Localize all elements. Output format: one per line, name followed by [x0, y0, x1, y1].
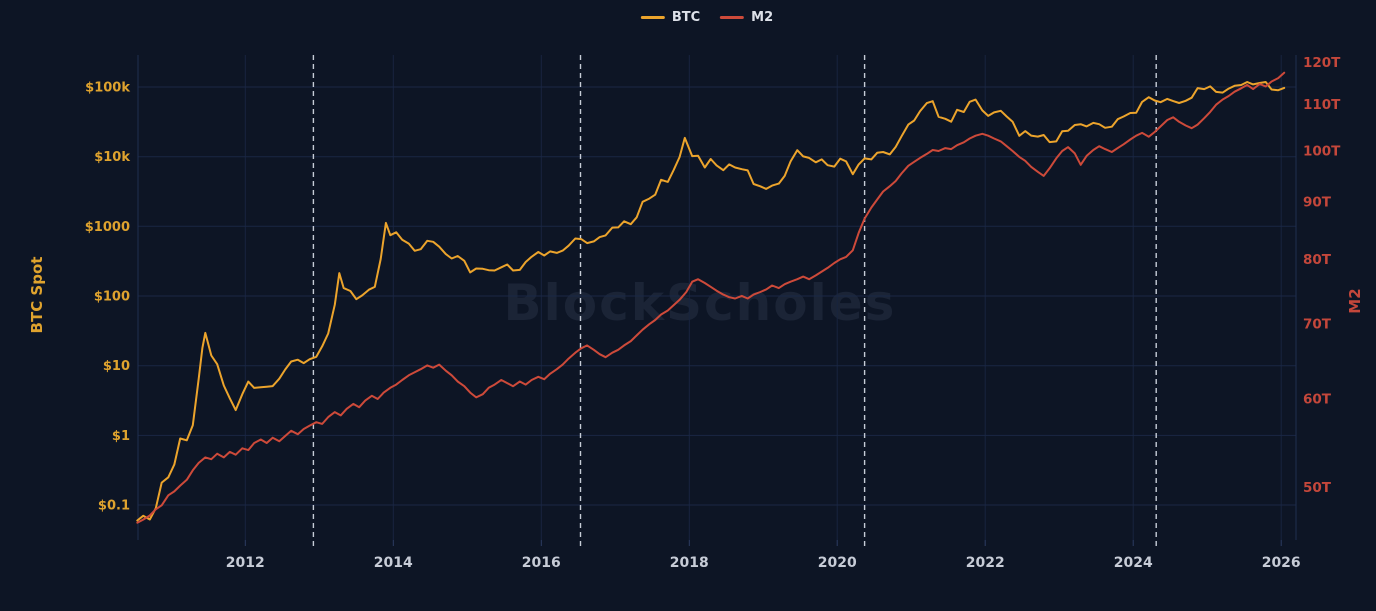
m2-line-swatch — [720, 16, 745, 19]
m2-series-line — [136, 71, 1286, 524]
btc-line-swatch — [640, 16, 665, 19]
y-left-tick-label: $10 — [103, 359, 130, 374]
left-axis-title: BTC Spot — [28, 256, 46, 334]
m2-legend-label: M2 — [751, 10, 774, 25]
right-axis-title: M2 — [1346, 288, 1364, 314]
x-axis-tick-label: 2012 — [226, 555, 265, 571]
y-right-tick-label: 80T — [1303, 252, 1332, 268]
legend-item-m2[interactable]: M2 — [720, 10, 773, 25]
chart-legend: BTC M2 — [640, 10, 773, 25]
x-axis-tick-label: 2016 — [522, 555, 561, 571]
x-axis-tick-label: 2014 — [374, 555, 413, 571]
x-axis-tick-label: 2018 — [670, 555, 709, 571]
y-right-tick-label: 100T — [1303, 144, 1341, 160]
y-right-tick-label: 60T — [1303, 391, 1332, 407]
y-left-tick-label: $100 — [94, 290, 130, 305]
blockscholes-watermark: BlockScholes — [503, 274, 897, 332]
y-right-tick-label: 70T — [1303, 317, 1332, 333]
x-axis-tick-label: 2022 — [966, 555, 1005, 571]
btc-legend-label: BTC — [671, 10, 701, 25]
y-left-tick-label: $0.1 — [98, 499, 130, 514]
x-axis-tick-label: 2020 — [818, 555, 857, 571]
y-left-tick-label: $10k — [94, 150, 130, 165]
y-right-tick-label: 50T — [1303, 480, 1332, 496]
x-axis-tick-label: 2026 — [1262, 555, 1301, 571]
y-right-tick-label: 90T — [1303, 195, 1332, 211]
y-right-tick-label: 120T — [1303, 55, 1341, 71]
legend-item-btc[interactable]: BTC — [640, 10, 701, 25]
y-left-tick-label: $1 — [112, 429, 130, 444]
btc-series-line — [136, 81, 1286, 522]
x-axis-tick-label: 2024 — [1114, 555, 1153, 571]
y-left-tick-label: $1000 — [85, 220, 130, 235]
y-left-tick-label: $100k — [85, 81, 130, 96]
y-right-tick-label: 110T — [1303, 97, 1341, 113]
